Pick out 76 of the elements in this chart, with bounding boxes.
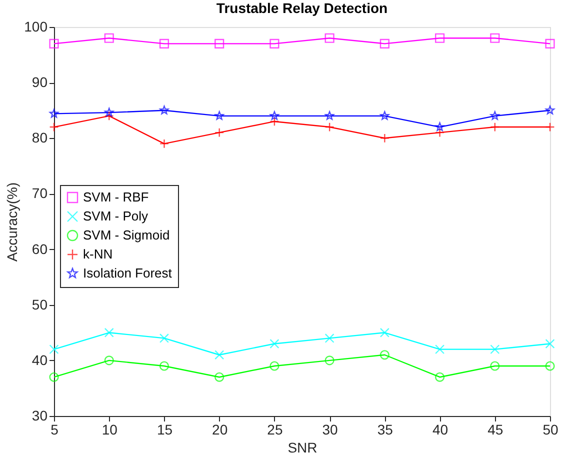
point [214, 38, 224, 48]
point [214, 350, 224, 360]
point [490, 111, 500, 120]
point [160, 106, 169, 114]
point [545, 361, 555, 371]
point [545, 122, 555, 132]
legend-label: SVM - Poly [83, 208, 149, 224]
point [49, 108, 59, 118]
point [270, 111, 280, 120]
point [324, 33, 334, 43]
point [545, 106, 555, 114]
point [490, 33, 500, 43]
point [324, 111, 334, 120]
y-axis-title: Accuracy(%) [4, 182, 20, 262]
point [49, 372, 59, 382]
point [490, 361, 500, 371]
legend-label: Isolation Forest [83, 266, 172, 280]
x-tick-label: 50 [542, 422, 558, 438]
x-tick-label: 5 [50, 422, 59, 438]
y-tick-label: 30 [32, 408, 48, 424]
x-tick-label: 30 [322, 422, 338, 438]
point [380, 38, 390, 48]
point [159, 38, 170, 48]
x-tick-label: 10 [102, 422, 118, 438]
point [104, 328, 114, 338]
point [380, 328, 390, 338]
point [434, 128, 445, 138]
legend-label: k-NN [83, 246, 113, 262]
x-tick-label: 20 [212, 422, 228, 438]
point [214, 128, 224, 138]
point [324, 356, 334, 366]
point [434, 344, 445, 354]
y-tick-label: 60 [32, 240, 48, 257]
point [380, 111, 390, 120]
point [49, 38, 59, 48]
y-tick-label: 100 [24, 18, 48, 34]
y-tick-label: 80 [32, 130, 48, 146]
point [545, 338, 555, 349]
y-tick-label: 50 [32, 296, 48, 312]
point [104, 108, 114, 117]
point [545, 38, 555, 48]
point [104, 33, 114, 43]
point [434, 33, 445, 43]
point [380, 133, 390, 143]
point [490, 122, 500, 132]
point [270, 338, 280, 349]
point [104, 111, 114, 121]
legend-label: SVM - Sigmoid [83, 228, 170, 242]
y-tick-label: 90 [32, 74, 48, 90]
point [49, 344, 59, 354]
x-tick-label: 15 [156, 422, 173, 438]
y-tick-label: 40 [32, 352, 48, 368]
y-tick-label: 70 [32, 185, 48, 202]
point [159, 333, 170, 343]
point [270, 116, 280, 126]
point [49, 122, 59, 132]
point [324, 333, 334, 343]
point [434, 372, 445, 382]
point [270, 38, 280, 48]
point [490, 344, 500, 354]
chart-title: Trustable Relay Detection [216, 0, 388, 16]
point [104, 356, 114, 366]
x-tick-label: 25 [267, 422, 283, 438]
x-tick-label: 40 [432, 422, 448, 438]
x-tick-label: 35 [377, 422, 394, 438]
point [159, 138, 170, 148]
point [435, 122, 444, 132]
point [270, 361, 280, 371]
point [214, 372, 224, 382]
x-axis-title: SNR [288, 440, 318, 456]
legend-label: SVM - RBF [83, 190, 149, 204]
x-tick-label: 45 [488, 422, 504, 438]
point [380, 350, 390, 360]
point [159, 361, 170, 371]
point [214, 111, 224, 120]
point [324, 122, 334, 132]
